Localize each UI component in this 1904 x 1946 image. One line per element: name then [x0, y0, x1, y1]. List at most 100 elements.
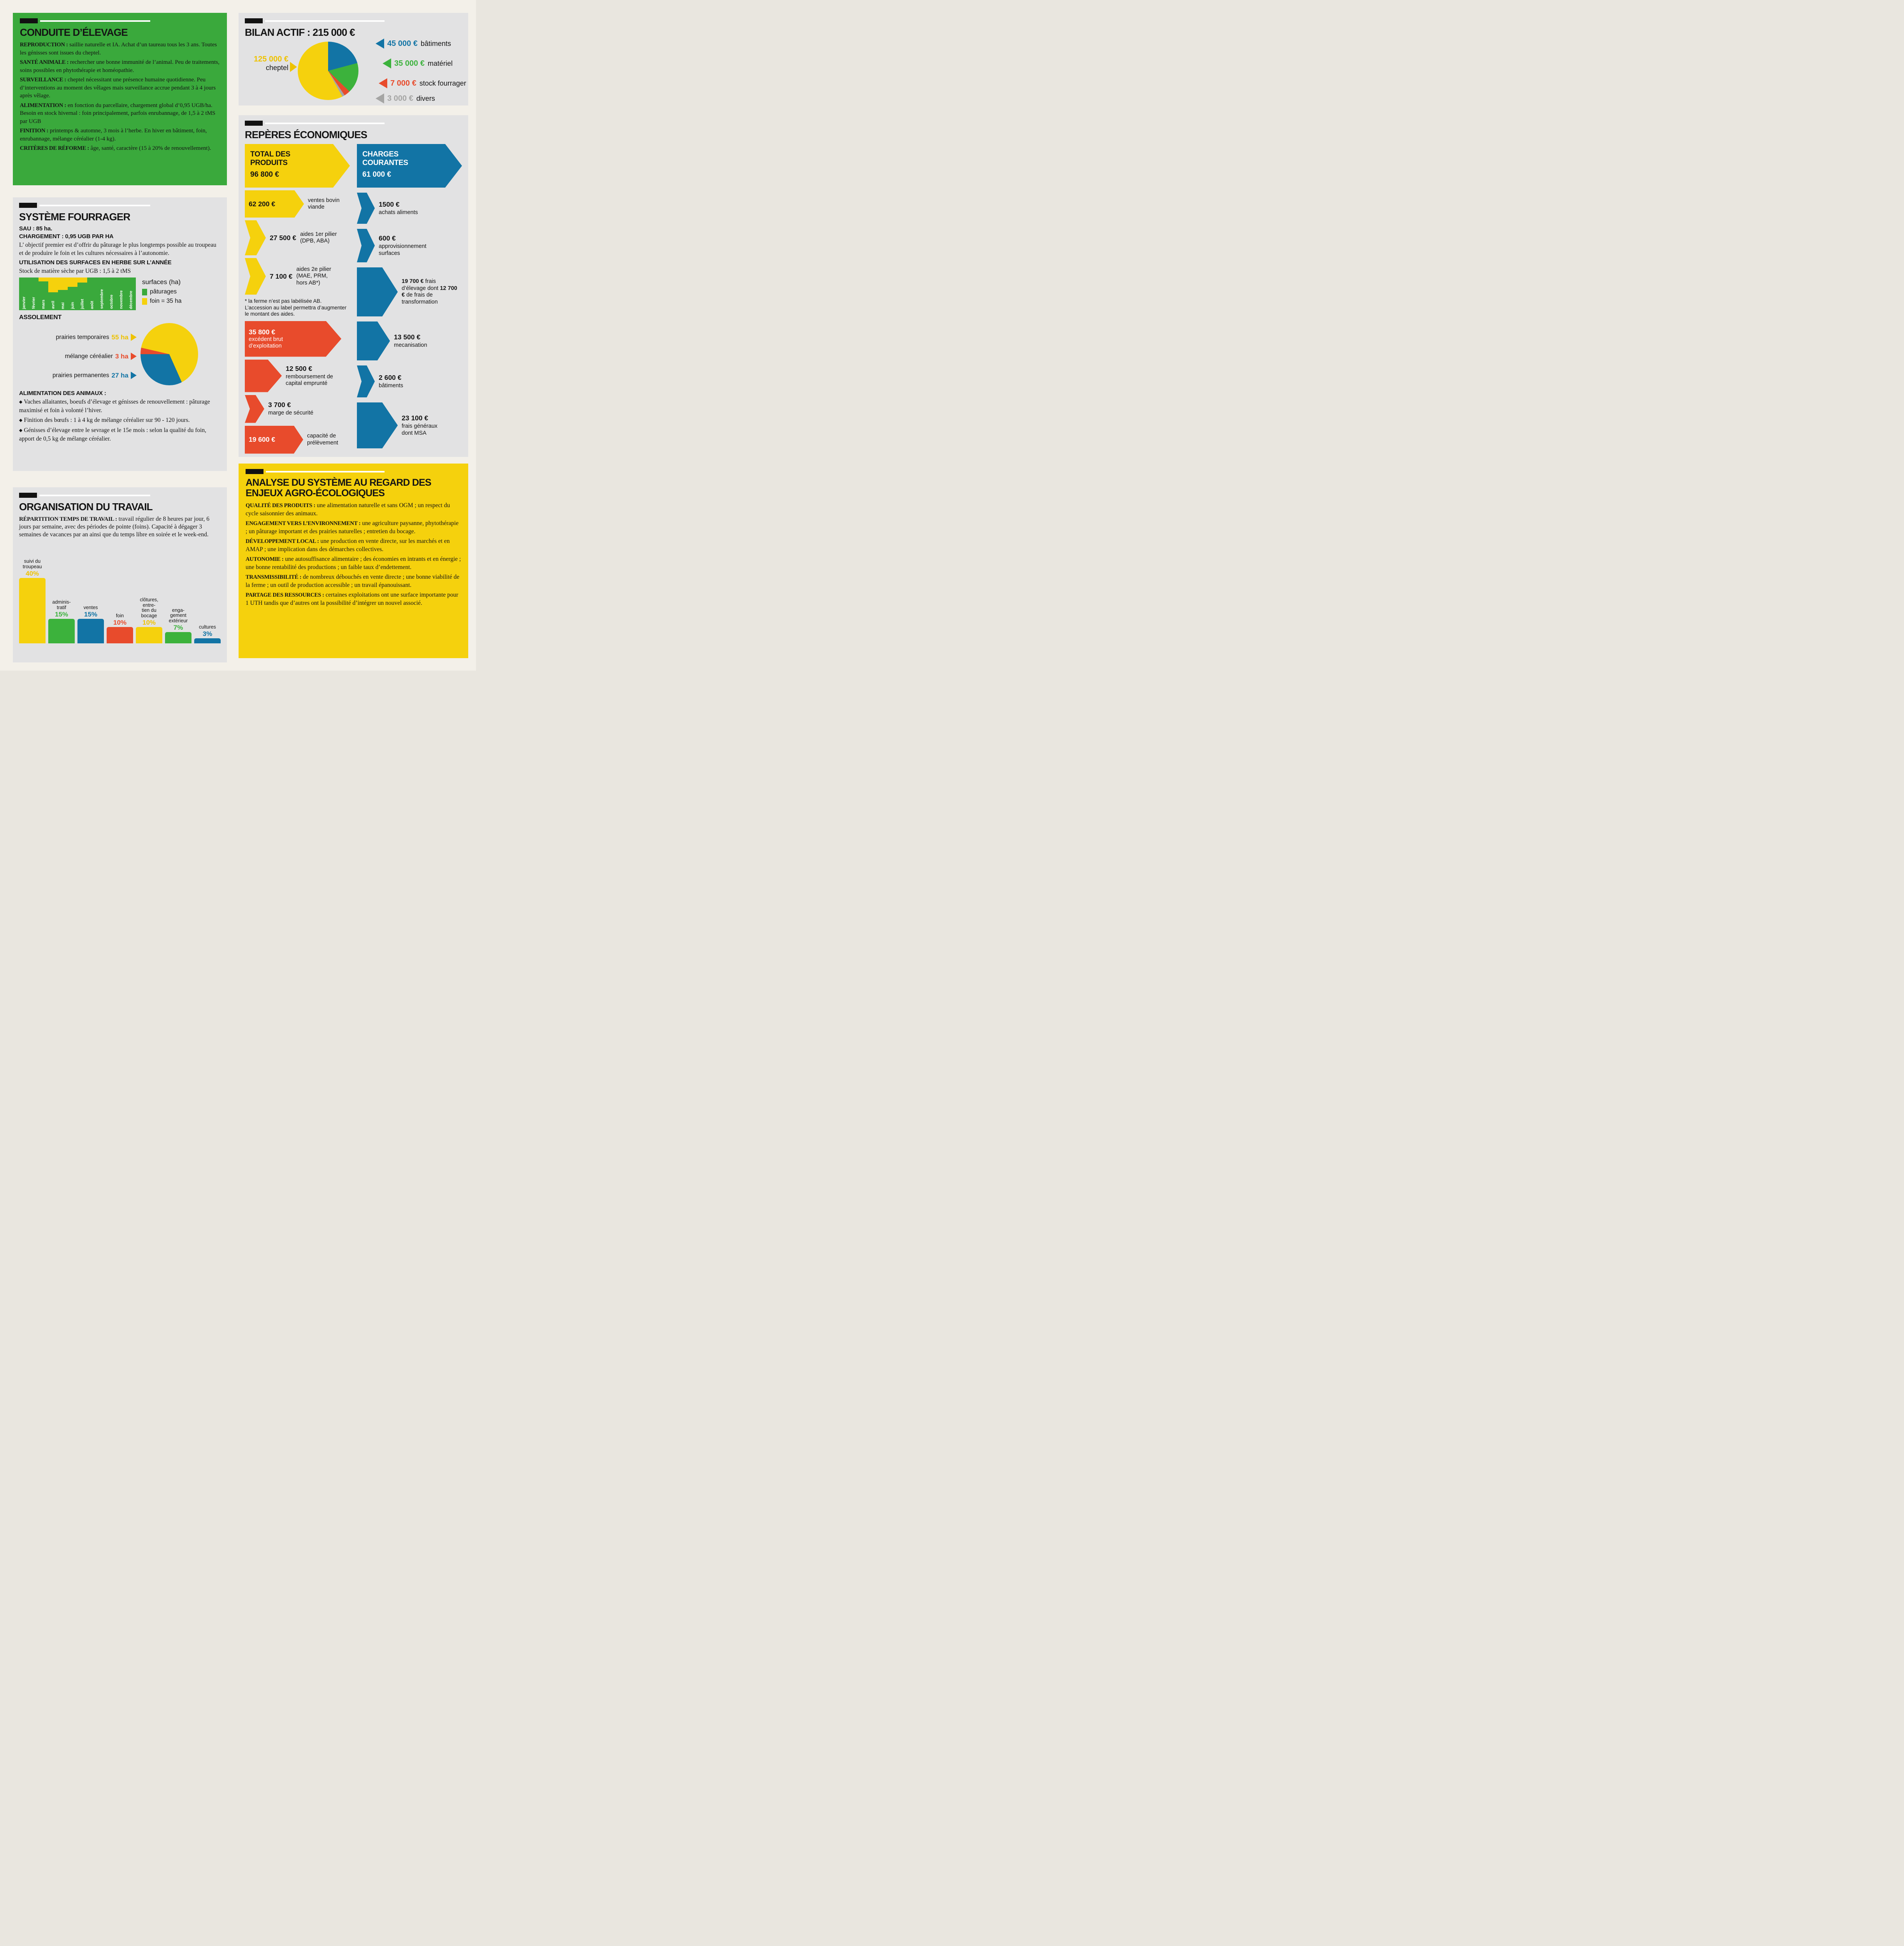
- legend-arrow-icon: [383, 58, 391, 68]
- bar-foin: foin 10%: [107, 540, 133, 643]
- month-column: novembre: [116, 277, 126, 310]
- header-amount: 61 000 €: [362, 170, 391, 179]
- month-label: mars: [41, 300, 46, 309]
- analyse-item: AUTONOMIE : une autosuffisance alimentai…: [246, 555, 461, 571]
- assolement-rows: prairies temporaires 55 ha mélange céréa…: [19, 328, 137, 385]
- row-text: 3 700 € marge de sécurité: [268, 401, 313, 417]
- arrow-icon: [357, 229, 375, 262]
- row-amount: 600 €: [379, 234, 396, 242]
- arrow-icon: [245, 395, 264, 423]
- produits-row-aides1: 27 500 € aides 1er pilier (DPB, ABA): [245, 220, 350, 255]
- bar-label: ventes: [83, 604, 98, 610]
- row-amount: 27 500 €: [270, 234, 297, 242]
- row-label: frais d’élevage dont: [402, 278, 439, 292]
- ebe-arrow: 35 800 € excédent brut d’exploitation: [245, 321, 341, 357]
- deco-white-line: [39, 495, 150, 496]
- row-text: 13 500 € mecanisation: [394, 333, 427, 349]
- legend-label: divers: [416, 94, 435, 102]
- item-label: ALIMENTATION :: [20, 102, 66, 109]
- row-amount: 1500 €: [379, 200, 400, 208]
- charges-row-aliments: 1500 € achats aliments: [357, 193, 462, 224]
- bilan-legend-materiel: 35 000 € matériel: [383, 58, 453, 68]
- item-text: cheptel nécessitant une présence humaine…: [20, 77, 216, 99]
- header-deco: [245, 18, 462, 24]
- row-amount: 12 500 €: [286, 364, 313, 372]
- item-label: SURVEILLANCE :: [20, 77, 66, 83]
- month-label: décembre: [129, 290, 133, 309]
- bar: [107, 627, 133, 643]
- legend-title: surfaces (ha): [142, 278, 181, 286]
- legend-amount: 3 000 €: [387, 94, 413, 103]
- item-label: ENGAGEMENT VERS L’ENVIRONNEMENT :: [246, 520, 361, 527]
- charges-row-mecanisation: 13 500 € mecanisation: [357, 321, 462, 360]
- item-label: TRANSMISSIBILITÉ :: [246, 574, 302, 580]
- header-deco: [245, 121, 462, 126]
- bullet-text: Vaches allaitantes, boeufs d’élevage et …: [19, 399, 210, 414]
- foin-segment: [77, 277, 87, 283]
- item-label: SANTÉ ANIMALE :: [20, 59, 69, 65]
- alimentation-bullet: ◆ Finition des bœufs : 1 à 4 kg de mélan…: [19, 416, 221, 425]
- panel-title-fourrager: SYSTÈME FOURRAGER: [19, 211, 130, 223]
- arrow-icon: [357, 365, 375, 397]
- month-label: janvier: [22, 296, 26, 309]
- row-label: achats aliments: [379, 209, 418, 216]
- row-amount: 13 500 €: [394, 333, 421, 341]
- row-amount: 35 800 €: [249, 328, 276, 336]
- deco-black-block: [20, 18, 38, 23]
- bar: [77, 619, 104, 643]
- diamond-bullet-icon: ◆: [19, 400, 23, 404]
- arrow-icon: [245, 220, 266, 255]
- panel-bilan-actif: BILAN ACTIF : 215 000 € 125 000 € chepte…: [239, 13, 468, 105]
- herbe-title: UTILISATION DES SURFACES EN HERBE SUR L’…: [19, 259, 172, 266]
- row-label: marge de sécurité: [268, 410, 314, 416]
- legend-item-foin: foin = 35 ha: [142, 298, 181, 305]
- item-label: PARTAGE DES RESSOURCES :: [246, 592, 324, 598]
- repartition-paragraph: RÉPARTITION TEMPS DE TRAVAIL : travail r…: [19, 515, 221, 539]
- panel-conduite-elevage: CONDUITE D’ÉLEVAGE REPRODUCTION : sailli…: [13, 13, 227, 185]
- header-deco: [20, 18, 220, 24]
- bar-engagement-exterieur: enga- gement extérieur 7%: [165, 540, 191, 643]
- herbe-legend: surfaces (ha) pâturages foin = 35 ha: [142, 277, 181, 310]
- month-column: décembre: [126, 277, 136, 310]
- header-deco: [246, 469, 461, 474]
- sau-line: SAU : 85 ha.: [19, 225, 53, 232]
- produits-row-capacite: 19 600 € capacité de prélèvement: [245, 425, 350, 454]
- panel-systeme-fourrager: SYSTÈME FOURRAGER SAU : 85 ha. CHARGEMEN…: [13, 197, 227, 471]
- row-amount: 62 200 €: [249, 200, 276, 208]
- item-label: AUTONOMIE :: [246, 556, 284, 562]
- bar-label: enga- gement extérieur: [169, 607, 188, 623]
- month-column: février: [29, 277, 39, 310]
- bullet-text: Finition des bœufs : 1 à 4 kg de mélange…: [24, 417, 190, 423]
- month-label: octobre: [109, 295, 114, 309]
- bar-percent: 10%: [113, 619, 127, 626]
- bar: [136, 627, 162, 643]
- paragraph-label: RÉPARTITION TEMPS DE TRAVAIL :: [19, 516, 117, 522]
- deco-white-line: [266, 471, 385, 472]
- bar-percent: 15%: [84, 611, 98, 618]
- header-amount: 96 800 €: [250, 170, 279, 179]
- produits-row-remboursement: 12 500 € remboursement de capital emprun…: [245, 359, 350, 392]
- item-text: une autosuffisance alimentaire ; des éco…: [246, 556, 461, 571]
- month-column: mars: [39, 277, 48, 310]
- row-arrow-icon: [131, 353, 137, 360]
- bilan-legend-stock-fourrager: 7 000 € stock fourrager: [379, 78, 466, 88]
- row-label: prairies temporaires: [56, 334, 109, 341]
- bar-administratif: adminis- tratif 15%: [48, 540, 75, 643]
- row-amount: 7 100 €: [270, 272, 293, 280]
- month-label: février: [32, 297, 36, 309]
- row-amount-2: 12 700 €: [402, 285, 457, 299]
- item-text: saillie naturelle et IA. Achat d’un taur…: [20, 42, 217, 56]
- analyse-item: DÉVELOPPEMENT LOCAL : une production en …: [246, 537, 461, 553]
- deco-black-block: [245, 121, 263, 126]
- bar-label: cultures: [199, 624, 216, 630]
- arrow-icon: [357, 193, 375, 224]
- arrow-icon: [357, 402, 398, 448]
- bar-ventes: ventes 15%: [77, 540, 104, 643]
- month-label: septembre: [100, 289, 104, 309]
- row-label: approvisionnement surfaces: [379, 243, 427, 256]
- assolement-pie-chart: [141, 323, 198, 385]
- bar-percent: 10%: [142, 619, 156, 626]
- amount-arrow: 62 200 €: [245, 190, 304, 218]
- foin-segment: [48, 277, 58, 292]
- deco-black-block: [19, 493, 37, 498]
